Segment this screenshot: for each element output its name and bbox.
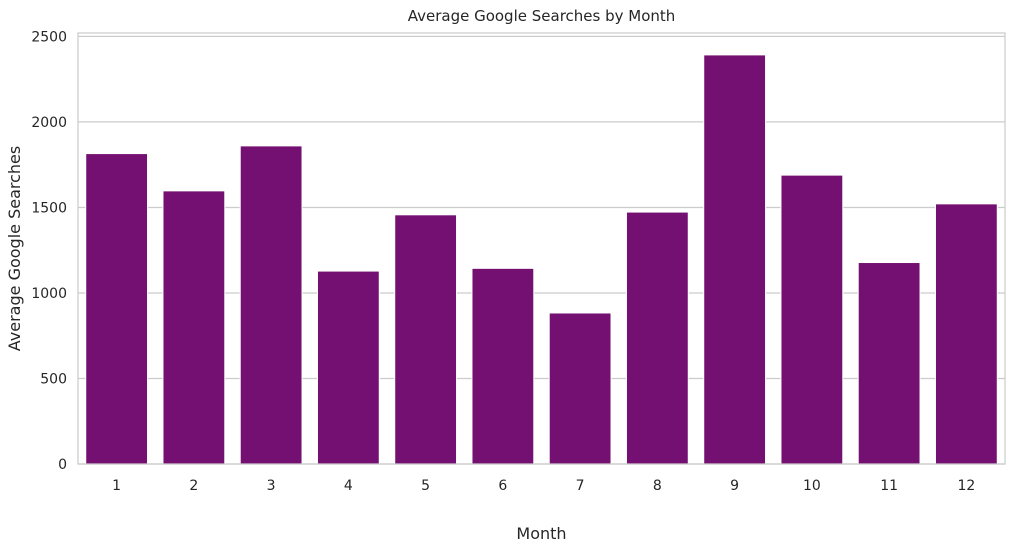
x-tick-label: 5 — [421, 478, 430, 494]
bar-month-11 — [857, 262, 921, 465]
bar-month-5 — [394, 214, 458, 465]
bar-month-7 — [548, 312, 612, 465]
bar-month-10 — [780, 174, 844, 465]
y-tick-label: 1500 — [31, 200, 67, 216]
bar-month-2 — [162, 190, 226, 465]
x-tick-label: 12 — [957, 478, 975, 494]
bar-month-1 — [85, 153, 149, 465]
bar-month-12 — [934, 203, 998, 465]
x-tick-label: 1 — [112, 478, 121, 494]
bar-month-4 — [316, 270, 380, 465]
y-tick-label: 2500 — [31, 29, 67, 45]
y-tick-label: 0 — [58, 457, 67, 473]
bar-month-3 — [239, 145, 303, 465]
y-tick-label: 1000 — [31, 286, 67, 302]
chart-title: Average Google Searches by Month — [408, 7, 676, 25]
x-tick-labels: 1 2 3 4 5 6 7 8 9 10 11 12 — [112, 478, 975, 494]
bars — [85, 54, 998, 465]
bar-month-6 — [471, 267, 535, 465]
x-tick-label: 7 — [576, 478, 585, 494]
y-tick-label: 500 — [40, 371, 67, 387]
x-tick-label: 8 — [653, 478, 662, 494]
bar-month-8 — [625, 211, 689, 465]
x-tick-label: 9 — [730, 478, 739, 494]
y-tick-labels: 0 500 1000 1500 2000 2500 — [31, 29, 67, 473]
bar-month-9 — [703, 54, 767, 465]
plot-frame — [77, 32, 1006, 465]
x-tick-label: 10 — [803, 478, 821, 494]
x-axis-title: Month — [516, 524, 566, 543]
y-tick-label: 2000 — [31, 115, 67, 131]
x-tick-label: 3 — [267, 478, 276, 494]
x-tick-label: 4 — [344, 478, 353, 494]
x-tick-label: 2 — [189, 478, 198, 494]
x-tick-label: 11 — [880, 478, 898, 494]
y-axis-title: Average Google Searches — [5, 146, 24, 351]
x-tick-label: 6 — [498, 478, 507, 494]
